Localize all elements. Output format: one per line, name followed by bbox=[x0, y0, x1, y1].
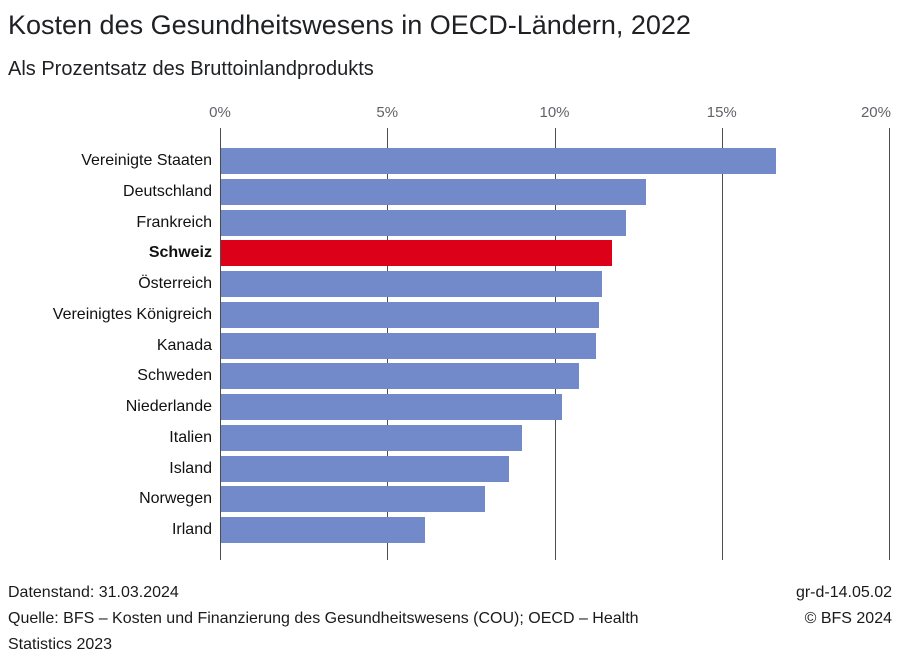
bar-chart: 0% 5% 10% 15% 20% Vereinigte Staaten Deutschla… bbox=[53, 104, 891, 560]
country-label: Kanada bbox=[156, 336, 212, 354]
bar-row: Norwegen bbox=[139, 486, 889, 513]
value-bar bbox=[221, 178, 646, 205]
chart-footer: Datenstand: 31.03.2024 Quelle: BFS – Kos… bbox=[8, 580, 892, 658]
country-label: Österreich bbox=[138, 275, 212, 293]
plot-area: 0% 5% 10% 15% 20% Vereinigte Staaten Deutschla… bbox=[53, 104, 891, 560]
source-line-1: Quelle: BFS – Kosten und Finanzierung de… bbox=[8, 610, 639, 627]
page-title: Kosten des Gesundheitswesens in OECD-Län… bbox=[8, 10, 691, 40]
footer-left: Datenstand: 31.03.2024 Quelle: BFS – Kos… bbox=[8, 580, 639, 658]
country-label: Schweiz bbox=[148, 244, 212, 262]
bar-row: Schweiz bbox=[149, 240, 889, 267]
x-axis-tick-label: 5% bbox=[376, 104, 399, 121]
bar-row: Vereinigte Staaten bbox=[81, 148, 889, 174]
gridline-15% bbox=[721, 128, 723, 560]
gridline-0% bbox=[220, 128, 221, 560]
copyright: © BFS 2024 bbox=[804, 610, 892, 627]
value-bar bbox=[221, 332, 596, 359]
bar-row: Kanada bbox=[157, 332, 889, 359]
country-label: Italien bbox=[169, 428, 212, 446]
chart-code: gr-d-14.05.02 bbox=[795, 584, 892, 601]
value-bar bbox=[221, 301, 599, 328]
source-line-2: Statistics 2023 bbox=[8, 636, 113, 653]
bar-row: Deutschland bbox=[123, 178, 889, 205]
value-bar bbox=[221, 424, 523, 451]
value-bar bbox=[221, 517, 426, 544]
value-bar bbox=[221, 363, 579, 390]
x-axis-tick-label: 0% bbox=[209, 104, 231, 121]
bar-row: Schweden bbox=[137, 363, 889, 390]
country-label: Niederlande bbox=[125, 398, 212, 416]
country-label: Norwegen bbox=[139, 490, 212, 508]
country-label: Vereinigtes Königreich bbox=[52, 305, 212, 323]
country-label: Frankreich bbox=[136, 213, 212, 231]
bar-row: Island bbox=[169, 455, 889, 482]
page-subtitle: Als Prozentsatz des Bruttoinlandprodukts bbox=[8, 58, 374, 80]
country-label: Island bbox=[169, 459, 212, 477]
x-axis-tick-label: 20% bbox=[860, 104, 891, 121]
bar-row: Frankreich bbox=[136, 209, 889, 236]
country-label: Deutschland bbox=[123, 182, 212, 200]
bar-row: Vereinigtes Königreich bbox=[53, 301, 889, 328]
bar-row: Österreich bbox=[138, 271, 889, 298]
value-bar bbox=[221, 455, 509, 482]
footer-right: gr-d-14.05.02 © BFS 2024 bbox=[796, 580, 892, 632]
value-bar bbox=[221, 486, 486, 513]
x-axis-tick-label: 10% bbox=[539, 104, 570, 121]
bar-row: Italien bbox=[169, 424, 889, 451]
value-bar bbox=[221, 209, 626, 236]
country-label: Vereinigte Staaten bbox=[81, 152, 212, 169]
country-label: Schweden bbox=[137, 367, 212, 385]
value-bar bbox=[221, 394, 563, 421]
bar-row: Niederlande bbox=[126, 394, 889, 421]
country-label: Irland bbox=[171, 521, 212, 539]
data-status: Datenstand: 31.03.2024 bbox=[8, 584, 179, 601]
value-bar bbox=[221, 271, 603, 298]
x-axis-tick-label: 15% bbox=[706, 104, 737, 121]
bar-row: Irland bbox=[172, 517, 889, 544]
value-bar-highlight bbox=[221, 240, 613, 267]
value-bar bbox=[221, 148, 777, 174]
gridline-20% bbox=[889, 128, 890, 560]
